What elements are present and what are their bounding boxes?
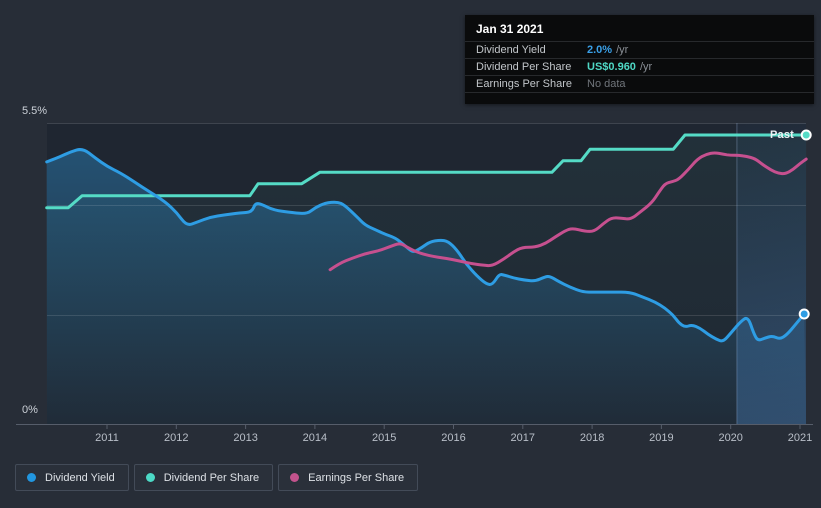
tooltip-row-unit: /yr [639, 61, 653, 73]
x-axis-label-2011: 2011 [95, 432, 119, 444]
legend-dot-icon [27, 473, 36, 482]
end-dot-dividend-yield [798, 308, 810, 320]
legend-item-label: Earnings Per Share [308, 471, 405, 484]
legend-item-label: Dividend Yield [45, 471, 115, 484]
highlight-band [736, 123, 806, 424]
tooltip-row-value: 2.0% [587, 44, 613, 56]
x-axis-label-2013: 2013 [233, 432, 258, 444]
area-dividend-yield [46, 149, 806, 424]
legend-dot-icon [290, 473, 300, 482]
tooltip-row-label: Earnings Per Share [476, 78, 572, 90]
tooltip-row-label: Dividend Per Share [476, 61, 572, 73]
x-axis-label-2018: 2018 [579, 432, 605, 444]
chart-canvas[interactable] [0, 0, 821, 455]
y-axis-label-max: 5.5% [22, 105, 48, 117]
chart-legend: Dividend Yield Dividend Per Share Earnings… [15, 464, 419, 491]
tooltip-footer [465, 92, 814, 104]
line-earnings-per-share [328, 151, 808, 272]
line-dividend-per-share [45, 133, 808, 210]
tooltip-row-unit: /yr [616, 44, 629, 56]
tooltip-row-value: No data [587, 78, 626, 90]
x-axis-label-2021: 2021 [787, 432, 813, 444]
legend-item-label: Dividend Per Share [163, 471, 260, 484]
end-dot-dividend-per-share [800, 129, 812, 141]
line-dividend-yield [45, 148, 806, 343]
tooltip-date: Jan 31 2021 [476, 22, 544, 36]
tooltip-row-earnings-per-share: Earnings Per Share No data [465, 75, 814, 92]
x-axis-label-2016: 2016 [441, 432, 466, 444]
legend-item-dividend-yield[interactable]: Dividend Yield [15, 464, 129, 491]
x-axis-label-2017: 2017 [510, 432, 536, 444]
x-axis-label-2014: 2014 [302, 432, 328, 444]
tooltip-row-dividend-per-share: Dividend Per Share US$0.960/yr [465, 58, 814, 75]
tooltip-row-value: US$0.960 [587, 61, 636, 73]
x-axis-label-2015: 2015 [371, 432, 397, 444]
past-label: Past [770, 129, 795, 141]
tooltip-row-dividend-yield: Dividend Yield 2.0%/yr [465, 41, 814, 58]
chart-tooltip: Jan 31 2021 Dividend Yield 2.0%/yr Dividen… [465, 15, 814, 104]
tooltip-row-label: Dividend Yield [476, 44, 546, 56]
x-axis-label-2019: 2019 [649, 432, 674, 444]
legend-item-earnings-per-share[interactable]: Earnings Per Share [278, 464, 419, 491]
x-axis-label-2012: 2012 [164, 432, 189, 444]
legend-dot-icon [145, 473, 155, 482]
legend-item-dividend-per-share[interactable]: Dividend Per Share [133, 464, 274, 491]
x-axis-label-2020: 2020 [718, 432, 743, 444]
y-axis-label-min: 0% [22, 404, 38, 416]
